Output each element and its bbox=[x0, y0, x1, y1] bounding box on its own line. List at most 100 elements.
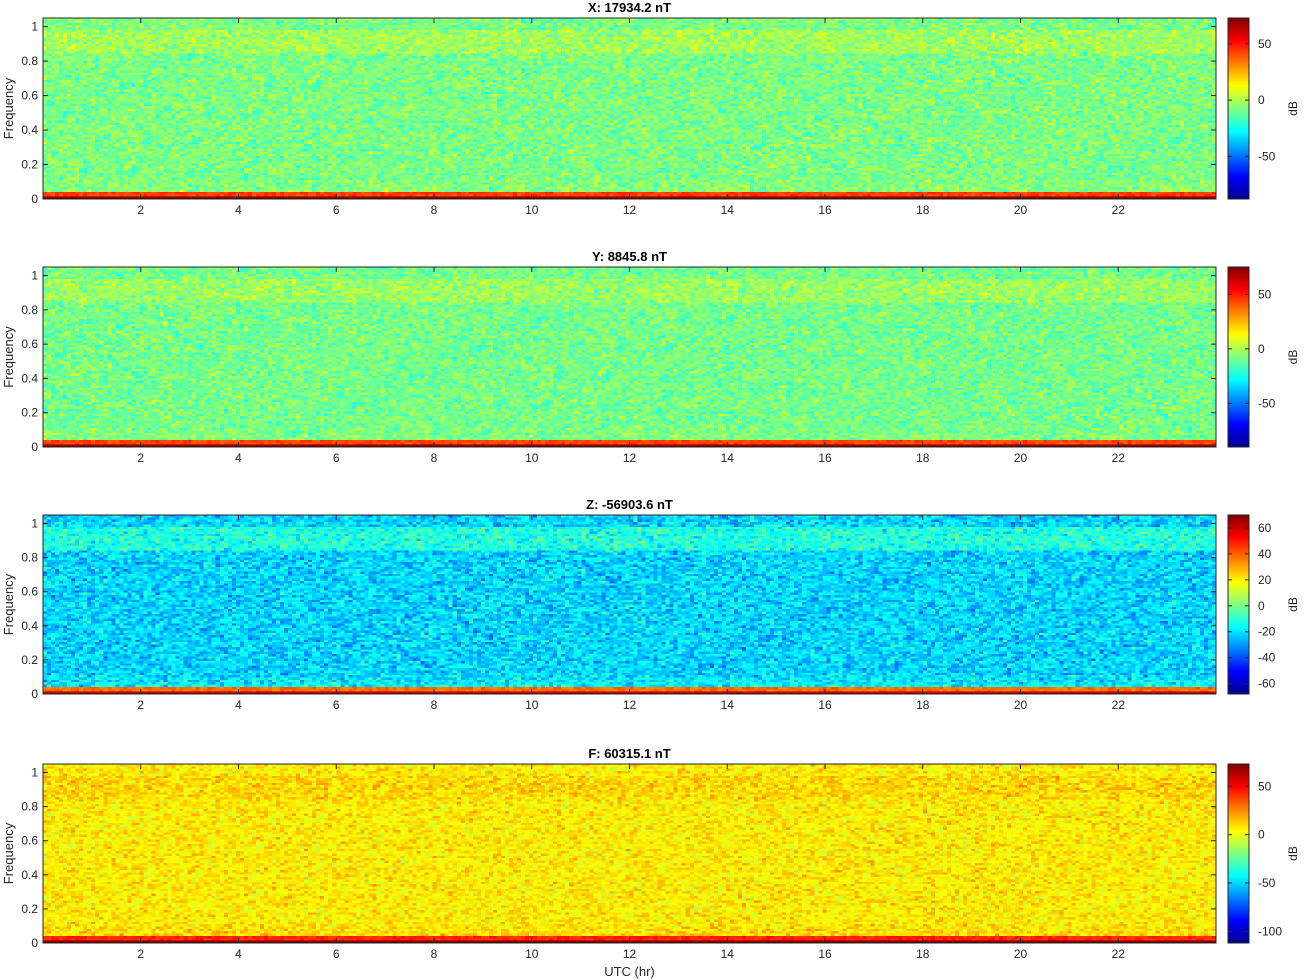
x-tick-label: 2 bbox=[137, 203, 144, 217]
x-tick-label: 16 bbox=[818, 698, 832, 712]
x-tick-label: 8 bbox=[431, 947, 438, 961]
y-tick-label: 0.8 bbox=[21, 800, 38, 814]
x-tick-label: 12 bbox=[623, 203, 637, 217]
spectrogram-image bbox=[43, 267, 1216, 447]
x-tick-label: 6 bbox=[333, 947, 340, 961]
colorbar-tick-label: -50 bbox=[1258, 396, 1276, 410]
x-tick-label: 14 bbox=[721, 203, 735, 217]
x-tick-label: 4 bbox=[235, 451, 242, 465]
y-axis-label: Frequency bbox=[1, 573, 16, 635]
y-tick-label: 0.4 bbox=[21, 123, 38, 137]
x-tick-label: 22 bbox=[1112, 947, 1126, 961]
x-axis-label: UTC (hr) bbox=[604, 964, 655, 979]
x-tick-label: 10 bbox=[525, 203, 539, 217]
spectrogram-image bbox=[43, 18, 1216, 199]
x-tick-label: 16 bbox=[818, 451, 832, 465]
y-tick-label: 0.4 bbox=[21, 619, 38, 633]
y-tick-label: 0.6 bbox=[21, 585, 38, 599]
colorbar-tick-label: 0 bbox=[1258, 342, 1265, 356]
x-tick-label: 6 bbox=[333, 203, 340, 217]
x-tick-label: 20 bbox=[1014, 203, 1028, 217]
y-tick-label: 0.2 bbox=[21, 158, 38, 172]
colorbar bbox=[1227, 514, 1250, 695]
y-tick-label: 0 bbox=[31, 687, 38, 701]
x-tick-label: 2 bbox=[137, 947, 144, 961]
colorbar bbox=[1227, 763, 1250, 944]
spectrogram-panel-1: X: 17934.2 nT2 4 6 8 10 12 14 16 18 20 2200.20.40.… bbox=[1, 0, 1300, 217]
x-tick-label: 20 bbox=[1014, 947, 1028, 961]
x-tick-label: 16 bbox=[818, 203, 832, 217]
y-tick-label: 0 bbox=[31, 936, 38, 950]
y-tick-label: 0.8 bbox=[21, 54, 38, 68]
x-tick-label: 12 bbox=[623, 698, 637, 712]
y-axis-label: Frequency bbox=[1, 77, 16, 139]
colorbar-label: dB bbox=[1286, 350, 1300, 365]
spectrogram-panel-2: Y: 8845.8 nT2 4 6 8 10 12 14 16 18 20 2200.20.40.6… bbox=[1, 249, 1300, 465]
x-tick-label: 16 bbox=[818, 947, 832, 961]
y-tick-label: 0.6 bbox=[21, 834, 38, 848]
x-tick-label: 14 bbox=[721, 698, 735, 712]
spectrogram-image bbox=[43, 515, 1216, 694]
x-tick-label: 10 bbox=[525, 698, 539, 712]
colorbar-tick-label: 20 bbox=[1258, 573, 1272, 587]
colorbar-tick-label: -100 bbox=[1258, 924, 1282, 938]
colorbar-tick-label: 0 bbox=[1258, 828, 1265, 842]
x-tick-label: 12 bbox=[623, 947, 637, 961]
colorbar-tick-label: -20 bbox=[1258, 625, 1276, 639]
x-tick-label: 20 bbox=[1014, 698, 1028, 712]
y-tick-label: 0.2 bbox=[21, 653, 38, 667]
x-tick-label: 6 bbox=[333, 698, 340, 712]
y-tick-label: 0.4 bbox=[21, 868, 38, 882]
x-tick-label: 4 bbox=[235, 698, 242, 712]
colorbar-tick-label: -60 bbox=[1258, 677, 1276, 691]
y-tick-label: 1 bbox=[31, 517, 38, 531]
colorbar-tick-label: 0 bbox=[1258, 93, 1265, 107]
y-tick-label: 0 bbox=[31, 440, 38, 454]
x-tick-label: 2 bbox=[137, 698, 144, 712]
colorbar-tick-label: 40 bbox=[1258, 547, 1272, 561]
colorbar bbox=[1227, 17, 1250, 200]
spectrogram-image bbox=[43, 764, 1216, 943]
x-tick-label: 4 bbox=[235, 947, 242, 961]
colorbar-tick-label: -50 bbox=[1258, 876, 1276, 890]
y-tick-label: 0.2 bbox=[21, 902, 38, 916]
colorbar-label: dB bbox=[1286, 597, 1300, 612]
x-tick-label: 18 bbox=[916, 451, 930, 465]
colorbar-label: dB bbox=[1286, 846, 1300, 861]
colorbar-tick-label: 50 bbox=[1258, 779, 1272, 793]
x-tick-label: 22 bbox=[1112, 451, 1126, 465]
x-tick-label: 14 bbox=[721, 451, 735, 465]
panel-title: Z: -56903.6 nT bbox=[586, 497, 673, 512]
x-tick-label: 8 bbox=[431, 698, 438, 712]
x-tick-label: 22 bbox=[1112, 698, 1126, 712]
y-tick-label: 0.2 bbox=[21, 406, 38, 420]
x-tick-label: 10 bbox=[525, 947, 539, 961]
colorbar-label: dB bbox=[1286, 101, 1300, 116]
y-tick-label: 0 bbox=[31, 192, 38, 206]
y-tick-label: 0.8 bbox=[21, 551, 38, 565]
x-tick-label: 6 bbox=[333, 451, 340, 465]
colorbar-tick-label: -40 bbox=[1258, 651, 1276, 665]
colorbar-tick-label: 0 bbox=[1258, 599, 1265, 613]
y-tick-label: 1 bbox=[31, 766, 38, 780]
y-axis-label: Frequency bbox=[1, 822, 16, 884]
spectrogram-panel-4: F: 60315.1 nT2 4 6 8 10 12 14 16 18 20 2200.20.40.… bbox=[1, 746, 1300, 979]
panel-title: X: 17934.2 nT bbox=[588, 0, 671, 15]
x-tick-label: 18 bbox=[916, 947, 930, 961]
x-tick-label: 18 bbox=[916, 203, 930, 217]
x-tick-label: 4 bbox=[235, 203, 242, 217]
y-tick-label: 1 bbox=[31, 20, 38, 34]
y-tick-label: 0.6 bbox=[21, 337, 38, 351]
colorbar bbox=[1227, 266, 1250, 448]
x-tick-label: 18 bbox=[916, 698, 930, 712]
colorbar-tick-label: 60 bbox=[1258, 521, 1272, 535]
spectrogram-panel-3: Z: -56903.6 nT2 4 6 8 10 12 14 16 18 20 2200.20.40… bbox=[1, 497, 1300, 712]
colorbar-tick-label: -50 bbox=[1258, 149, 1276, 163]
y-axis-label: Frequency bbox=[1, 326, 16, 388]
y-tick-label: 1 bbox=[31, 269, 38, 283]
x-tick-label: 20 bbox=[1014, 451, 1028, 465]
y-tick-label: 0.4 bbox=[21, 371, 38, 385]
colorbar-tick-label: 50 bbox=[1258, 37, 1272, 51]
x-tick-label: 14 bbox=[721, 947, 735, 961]
